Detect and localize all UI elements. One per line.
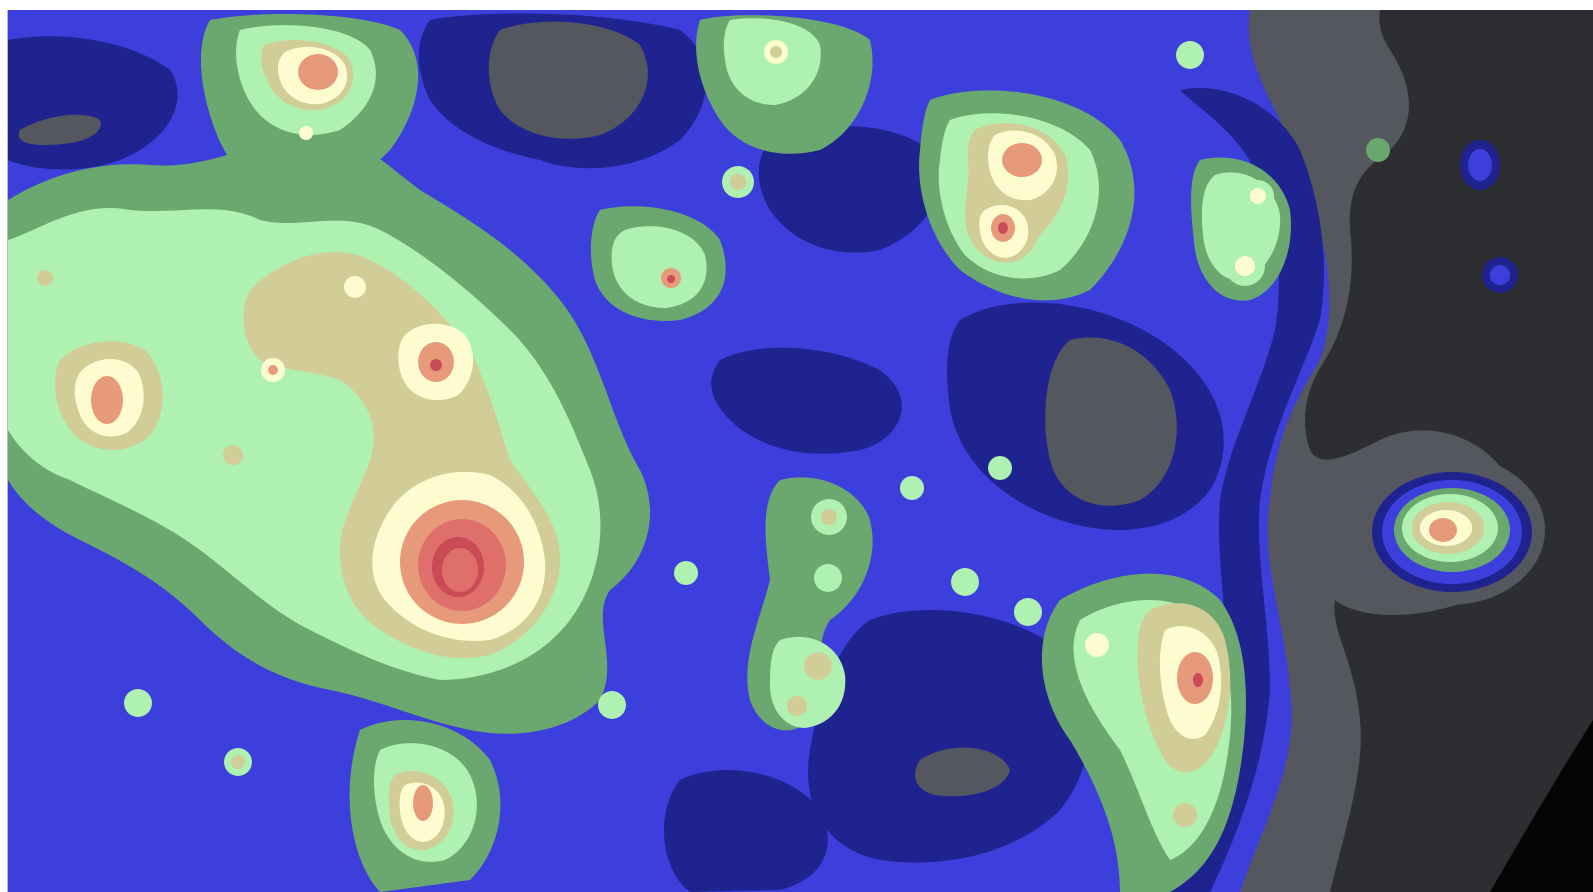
gray-hole-right-center xyxy=(1045,337,1177,506)
spot-tan-5 xyxy=(787,696,807,716)
core-center-small-red xyxy=(667,275,675,283)
spot-green-13 xyxy=(124,689,152,717)
core-center-red xyxy=(430,359,442,371)
spot-green-7 xyxy=(1014,598,1042,626)
spot-green-10 xyxy=(988,456,1012,480)
core-left-salmon xyxy=(91,376,123,424)
spot-green-5 xyxy=(1176,41,1204,69)
small-blob-2-core xyxy=(1468,149,1492,181)
navy-region-center xyxy=(758,126,938,253)
spot-tan-8 xyxy=(299,126,313,140)
gray-hole-top-center xyxy=(488,21,648,139)
dark-sky-charcoal-region xyxy=(1305,10,1593,892)
gray-hole-bottom xyxy=(915,747,1010,797)
spot-green-11 xyxy=(900,476,924,500)
navy-region-bottom-right xyxy=(808,610,1090,863)
spot-salmon-3 xyxy=(268,365,278,375)
spot-tan-7 xyxy=(223,445,243,465)
navy-region-mid xyxy=(711,347,902,454)
spot-tan-10 xyxy=(598,691,626,719)
navy-region-bottom-center xyxy=(663,770,828,892)
spot-tan-1 xyxy=(770,46,782,58)
spot-tan-6 xyxy=(231,755,245,769)
navy-region-right-edge xyxy=(1160,88,1324,892)
spot-cream-6 xyxy=(1085,633,1109,657)
spot-tan-3 xyxy=(821,509,837,525)
spot-green-14 xyxy=(1173,803,1197,827)
right-island-core xyxy=(1429,518,1457,542)
spot-tan-2 xyxy=(730,174,746,190)
spot-green-9 xyxy=(814,564,842,592)
spot-green-6 xyxy=(951,568,979,596)
core-top-right-2-red xyxy=(998,222,1008,234)
spot-cream-4 xyxy=(1235,256,1255,276)
spot-cream-5 xyxy=(1250,188,1266,204)
core-bottom-center-salmon xyxy=(413,785,433,821)
spot-tan-9 xyxy=(37,270,53,286)
core-top-right-salmon xyxy=(1002,143,1042,177)
map-layers xyxy=(8,10,1593,892)
spot-green-8 xyxy=(674,561,698,585)
small-blob-1-core xyxy=(1490,265,1510,285)
core-main-inner-rose xyxy=(442,548,478,592)
spot-cream-2 xyxy=(344,276,366,298)
spot-green-15 xyxy=(1366,138,1390,162)
lightgreen-region-center-small xyxy=(611,226,707,308)
core-bottom-right-red xyxy=(1193,673,1203,687)
dark-sky-black-corner xyxy=(1490,720,1593,892)
core-top-left-salmon xyxy=(298,54,338,90)
gray-hole-topleft xyxy=(18,114,101,145)
spot-tan-4 xyxy=(804,652,832,680)
